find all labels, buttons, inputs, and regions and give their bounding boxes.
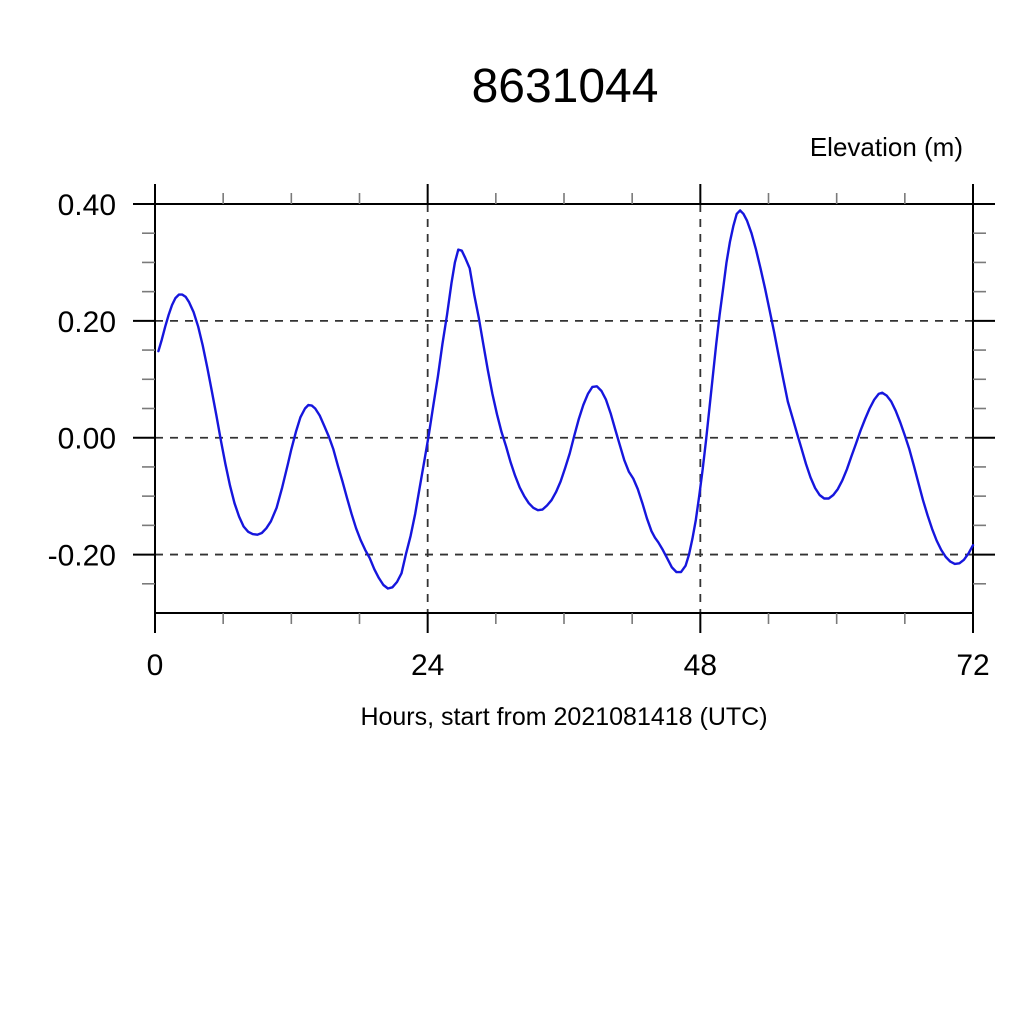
x-axis-title: Hours, start from 2021081418 (UTC) (360, 703, 768, 731)
y-tick-label: -0.20 (48, 540, 116, 573)
y-tick-label: 0.00 (58, 423, 116, 456)
elevation-line (157, 209, 975, 590)
x-tick-label: 72 (956, 649, 989, 682)
y-tick-label: 0.20 (58, 306, 116, 339)
x-tick-label: 0 (147, 649, 164, 682)
plot-frame (154, 203, 974, 614)
y-tick-label: 0.40 (58, 189, 116, 222)
y-axis-title: Elevation (m) (809, 132, 963, 162)
chart-title: 8631044 (471, 60, 659, 113)
x-tick-label: 48 (684, 649, 717, 682)
x-tick-label: 24 (411, 649, 444, 682)
